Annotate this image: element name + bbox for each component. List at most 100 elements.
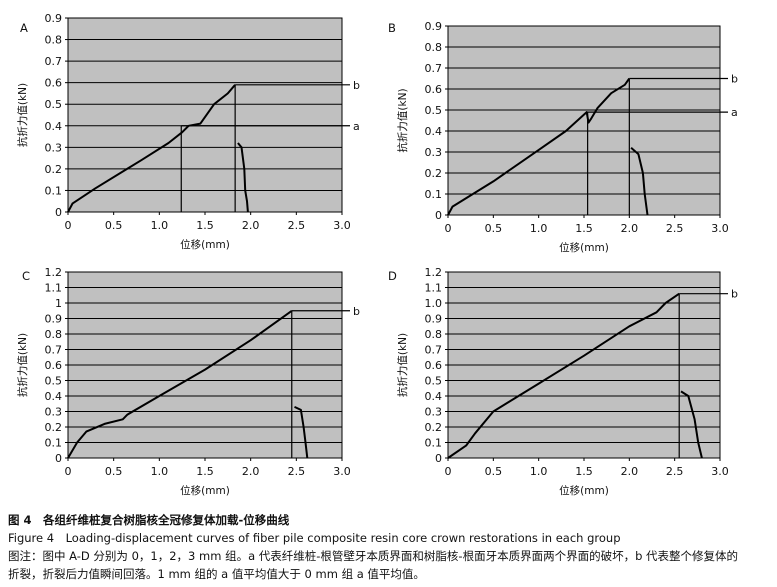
marker-label-b: b xyxy=(353,79,360,92)
y-tick-label: 0.8 xyxy=(425,328,443,341)
loading-curve xyxy=(67,84,236,213)
x-tick-label: 0 xyxy=(445,465,452,478)
post-fracture-curve xyxy=(294,405,309,459)
x-tick-label: 3.0 xyxy=(333,465,351,478)
x-axis-title: 位移(mm) xyxy=(559,484,609,497)
y-tick-label: 0.1 xyxy=(425,188,443,201)
x-tick-label: 0.5 xyxy=(105,465,123,478)
figure-panels: 0 0.1 0.2 0.3 0.4 0.5 0.6 0.7 0.8 0.9 0 0.5 1.0 1.5 2.… xyxy=(16,12,738,497)
x-tick-label: 0.5 xyxy=(485,222,503,235)
y-tick-label: 0 xyxy=(55,452,62,465)
x-tick-label: 2.5 xyxy=(666,222,684,235)
x-tick-label: 0 xyxy=(65,465,72,478)
marker-label-b: b xyxy=(731,73,738,86)
chart-panel-D: 0 0.1 0.2 0.3 0.4 0.5 0.6 0.7 0.8 0.9 1.0 1.1 1.2 0 0.… xyxy=(388,266,738,497)
x-tick-label: 3.0 xyxy=(711,222,729,235)
y-tick-label: 1.2 xyxy=(425,266,443,279)
y-tick-label: 0.2 xyxy=(45,163,63,176)
x-tick-label: 3.0 xyxy=(711,465,729,478)
marker-label-b: b xyxy=(731,288,738,301)
y-tick-label: 1.2 xyxy=(45,266,63,279)
y-tick-label: 0.9 xyxy=(425,313,443,326)
y-tick-label: 0.7 xyxy=(425,344,443,357)
y-tick-label: 0.9 xyxy=(45,12,63,25)
y-tick-label: 0.2 xyxy=(425,421,443,434)
marker-label-a: a xyxy=(353,120,360,133)
y-tick-label: 0.5 xyxy=(45,375,63,388)
x-tick-label: 2.0 xyxy=(242,465,260,478)
x-tick-label: 2.0 xyxy=(621,222,639,235)
x-tick-label: 2.0 xyxy=(242,219,260,232)
panel-label: D xyxy=(388,269,397,283)
y-axis-title: 抗折力值(kN) xyxy=(16,333,29,397)
y-tick-label: 1.1 xyxy=(425,282,443,295)
x-tick-label: 2.0 xyxy=(621,465,639,478)
plot-area xyxy=(447,25,721,216)
y-tick-label: 0.3 xyxy=(425,406,443,419)
loading-curve xyxy=(447,292,680,459)
y-tick-label: 0.4 xyxy=(45,390,63,403)
marker-label-b: b xyxy=(353,305,360,318)
y-tick-label: 0.4 xyxy=(45,120,63,133)
panel-label: C xyxy=(22,269,30,283)
y-tick-label: 0.7 xyxy=(45,344,63,357)
y-tick-label: 0.8 xyxy=(425,41,443,54)
x-tick-label: 1.0 xyxy=(530,465,548,478)
marker-label-a: a xyxy=(731,106,738,119)
plot-area xyxy=(67,17,343,213)
panel-label: A xyxy=(20,21,28,35)
x-axis-title: 位移(mm) xyxy=(559,241,609,254)
y-tick-label: 0.3 xyxy=(425,146,443,159)
y-tick-label: 0.5 xyxy=(425,375,443,388)
panel-label: B xyxy=(388,21,396,35)
y-tick-label: 0.7 xyxy=(425,62,443,75)
y-tick-label: 1 xyxy=(55,297,62,310)
post-fracture-curve xyxy=(237,142,249,213)
figure-note-line-1: 图注：图中 A-D 分别为 0，1，2，3 mm 组。a 代表纤维桩-根管壁牙本… xyxy=(8,549,739,563)
y-tick-label: 0.3 xyxy=(45,141,63,154)
figure-caption-chinese: 图 4 各组纤维桩复合树脂核全冠修复体加载-位移曲线 xyxy=(8,513,290,527)
x-tick-label: 0 xyxy=(445,222,452,235)
y-tick-label: 0.5 xyxy=(425,104,443,117)
y-tick-label: 0.6 xyxy=(425,359,443,372)
y-tick-label: 0.1 xyxy=(45,184,63,197)
y-tick-label: 0.2 xyxy=(45,421,63,434)
x-axis-title: 位移(mm) xyxy=(180,484,230,497)
y-tick-label: 0 xyxy=(435,209,442,222)
loading-curve xyxy=(67,309,293,459)
x-tick-label: 0 xyxy=(65,219,72,232)
y-tick-label: 0.9 xyxy=(425,20,443,33)
y-tick-label: 0.4 xyxy=(425,125,443,138)
x-tick-label: 2.5 xyxy=(288,465,306,478)
y-tick-label: 0.4 xyxy=(425,390,443,403)
figure-caption-english: Figure 4 Loading-displacement curves of … xyxy=(8,531,621,545)
x-tick-label: 0.5 xyxy=(485,465,503,478)
x-tick-label: 1.5 xyxy=(196,219,214,232)
x-tick-label: 1.0 xyxy=(151,465,169,478)
y-axis-title: 抗折力值(kN) xyxy=(396,333,409,397)
y-tick-label: 0 xyxy=(55,206,62,219)
y-tick-label: 0.6 xyxy=(45,359,63,372)
y-tick-label: 0.6 xyxy=(45,77,63,90)
y-tick-label: 1.0 xyxy=(425,297,443,310)
chart-panel-B: 0 0.1 0.2 0.3 0.4 0.5 0.6 0.7 0.8 0.9 0 0.5 1.0 1.5 2.… xyxy=(388,20,738,254)
y-tick-label: 0.8 xyxy=(45,34,63,47)
y-tick-label: 1.1 xyxy=(45,282,63,295)
x-tick-label: 2.5 xyxy=(288,219,306,232)
figure-note-line-2: 折裂，折裂后力值瞬间回落。1 mm 组的 a 值平均值大于 0 mm 组 a 值… xyxy=(8,567,425,581)
y-tick-label: 0 xyxy=(435,452,442,465)
chart-panel-A: 0 0.1 0.2 0.3 0.4 0.5 0.6 0.7 0.8 0.9 0 0.5 1.0 1.5 2.… xyxy=(16,12,360,251)
x-tick-label: 1.5 xyxy=(196,465,214,478)
y-tick-label: 0.1 xyxy=(45,437,63,450)
y-axis-title: 抗折力值(kN) xyxy=(16,83,29,147)
x-tick-label: 1.5 xyxy=(575,465,593,478)
y-tick-label: 0.1 xyxy=(425,437,443,450)
x-tick-label: 2.5 xyxy=(666,465,684,478)
x-tick-label: 1.0 xyxy=(151,219,169,232)
y-tick-label: 0.5 xyxy=(45,98,63,111)
x-tick-label: 0.5 xyxy=(105,219,123,232)
post-fracture-curve xyxy=(630,147,649,216)
y-tick-label: 0.2 xyxy=(425,167,443,180)
y-tick-label: 0.9 xyxy=(45,313,63,326)
x-tick-label: 1.5 xyxy=(575,222,593,235)
